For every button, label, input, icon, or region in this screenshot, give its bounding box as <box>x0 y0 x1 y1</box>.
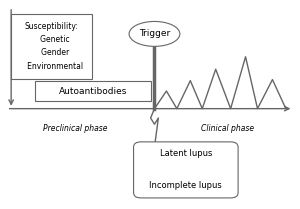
Ellipse shape <box>129 22 180 46</box>
Text: Latent lupus

Incomplete lupus: Latent lupus Incomplete lupus <box>149 149 222 190</box>
FancyBboxPatch shape <box>35 81 152 101</box>
FancyBboxPatch shape <box>11 14 92 79</box>
Text: Clinical phase: Clinical phase <box>201 124 254 133</box>
Text: Trigger: Trigger <box>139 29 170 38</box>
FancyBboxPatch shape <box>134 142 238 198</box>
Text: Susceptibility:
   Genetic
   Gender
   Environmental: Susceptibility: Genetic Gender Environme… <box>20 22 83 71</box>
Text: Preclinical phase: Preclinical phase <box>43 124 108 133</box>
Text: Autoantibodies: Autoantibodies <box>59 87 128 96</box>
